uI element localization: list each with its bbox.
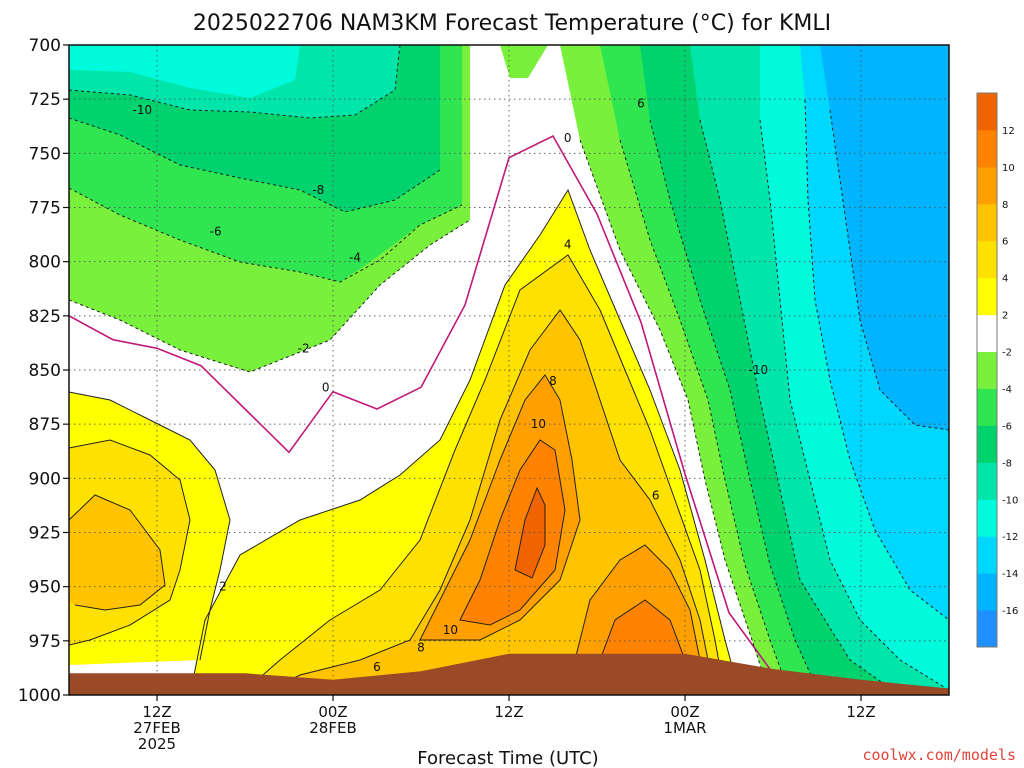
x-tick-label: 00Z [318,703,347,721]
colorbar-swatch [977,129,997,168]
y-tick-label: 700 [29,36,61,56]
x-tick-label: 00Z [670,703,699,721]
colorbar-frame [976,92,998,648]
contour-label: -8 [312,183,324,197]
contour-label: -10 [749,363,769,377]
contour-label: 10 [531,417,546,431]
y-tick-label: 1000 [18,686,61,706]
colorbar-swatch [977,166,997,205]
colorbar-swatch [977,388,997,426]
colorbar-tick-label: -6 [1002,421,1012,432]
chart-title: 2025022706 NAM3KM Forecast Temperature (… [193,11,831,36]
contour-label: -10 [133,103,153,117]
y-tick-label: 850 [29,361,61,381]
contour-label: 10 [443,623,458,637]
x-tick-label: 12Z [846,703,875,721]
x-tick-label: 1MAR [663,719,706,737]
colorbar-swatch [977,499,997,537]
contour-label: -6 [210,224,222,238]
colorbar-swatch [977,277,997,316]
x-tick-label: 27FEB [133,719,180,737]
x-axis-label: Forecast Time (UTC) [417,748,598,768]
colorbar-tick-label: -10 [1002,495,1018,506]
colorbar-swatch [977,425,997,463]
colorbar-swatch [977,93,997,131]
colorbar-swatch [977,536,997,574]
band-minus-10 [69,45,300,98]
contour-label: 0 [322,380,330,394]
y-tick-label: 750 [29,144,61,164]
zero-isotherm [69,134,774,674]
colorbar-tick-label: 8 [1002,200,1008,211]
contour-label: 8 [549,374,557,388]
contour-label: 4 [564,237,572,251]
colorbar-tick-label: 10 [1002,163,1015,174]
solid-contours [69,188,741,695]
dashed-contours [69,45,949,695]
contour-label: 6 [637,97,645,111]
plot-area: -10 -8 -6 -4 -2 0 2 0 4 8 10 6 10 8 6 6 -10 [69,45,949,695]
y-tick-label: 825 [29,307,61,327]
colorbar-tick-label: -16 [1002,606,1018,617]
colorbar-tick-label: -4 [1002,384,1012,395]
contour-label: -4 [349,250,361,264]
colorbar: -16 -14 -12 -10 -8 -6 -4 -2 2 4 6 8 10 12 [976,92,1018,648]
colorbar-swatch [977,610,997,648]
y-axis: 700 725 750 775 800 825 850 875 900 925 950 975 1000 [18,36,69,706]
credit-text: coolwx.com/models [862,746,1016,764]
band-minus-2-top [500,45,548,78]
colorbar-tick-label: -8 [1002,458,1012,469]
colorbar-tick-label: -12 [1002,532,1018,543]
colorbar-tick-label: -2 [1002,348,1012,359]
x-tick-label: 28FEB [309,719,356,737]
colorbar-swatch [977,462,997,500]
colorbar-tick-label: 6 [1002,237,1008,248]
colorbar-swatch [977,203,997,242]
band-plus-10-center [460,440,565,625]
y-tick-label: 875 [29,415,61,435]
contour-label: 6 [652,489,660,503]
y-tick-label: 725 [29,90,61,110]
colorbar-swatch [977,351,997,389]
band-minus-14-right [820,45,949,430]
y-tick-label: 975 [29,632,61,652]
contour-label: 6 [373,660,381,674]
contour-label: 8 [417,640,425,654]
x-tick-label: 2025 [138,735,176,753]
colorbar-swatch [977,240,997,279]
contour-labels: -10 -8 -6 -4 -2 0 2 0 4 8 10 6 10 8 6 6 -10 [133,97,769,674]
colorbar-tick-label: 4 [1002,274,1008,285]
contour-label: 0 [564,131,572,145]
contour-label: 2 [219,580,227,594]
grid-lines [69,45,949,695]
colorbar-swatch [977,314,997,353]
x-tick-label: 12Z [494,703,523,721]
x-tick-label: 12Z [142,703,171,721]
y-tick-label: 925 [29,524,61,544]
colorbar-tick-label: 12 [1002,126,1015,137]
colorbar-tick-label: 2 [1002,311,1008,322]
colorbar-tick-label: -14 [1002,569,1018,580]
surface-terrain [69,653,949,695]
y-tick-label: 800 [29,253,61,273]
band-plus-6-left [69,495,165,610]
y-tick-label: 775 [29,199,61,219]
y-tick-label: 900 [29,469,61,489]
y-tick-label: 950 [29,578,61,598]
contour-label: -2 [298,341,310,355]
colorbar-swatch [977,573,997,611]
